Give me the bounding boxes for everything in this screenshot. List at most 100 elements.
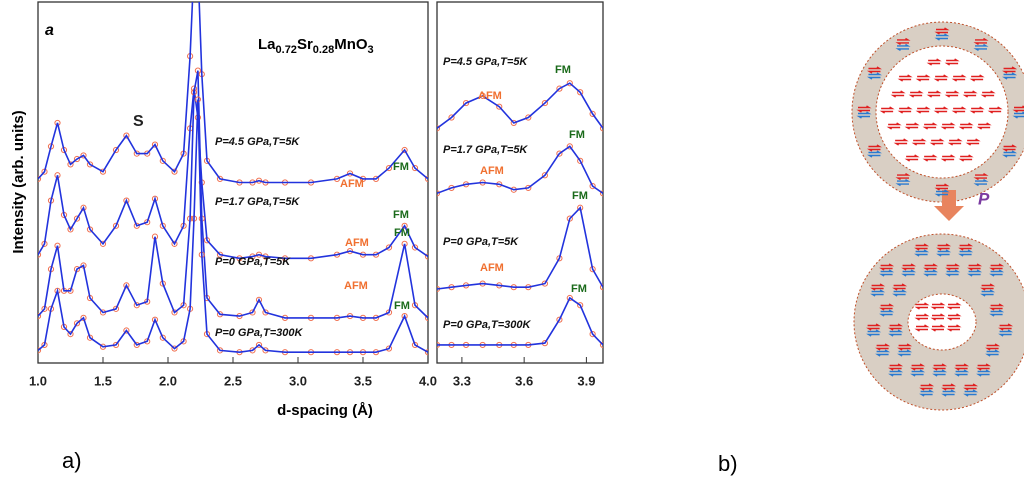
x-axis-label: d-spacing (Å) [277,402,373,419]
spin-arrow [969,106,985,114]
spin-arrow [895,43,911,52]
data-point [411,244,419,251]
fit-line [437,206,603,290]
spin-arrow [1002,72,1018,80]
spin-arrow [922,154,938,162]
data-point [599,284,603,291]
data-point [171,345,178,352]
x-tick-label: 3.0 [289,373,307,388]
spin-arrow [879,269,895,277]
inner-core [907,293,977,351]
data-point [123,197,130,204]
fit-line [437,145,603,195]
spin-arrow [923,269,939,277]
spin-arrow [989,303,1005,311]
data-point [462,99,470,107]
spin-arrow [856,111,872,119]
data-point [599,190,603,197]
spin-arrow [941,389,957,397]
annotation: AFM [344,280,368,292]
spin-arrow [934,183,950,191]
fit-line [38,99,428,354]
data-point [556,85,563,92]
spin-arrow [879,303,895,311]
x-tick-label: 3.6 [515,373,533,388]
data-point [123,132,130,139]
spin-arrow [866,323,882,331]
data-point [67,161,74,168]
plot-frame [436,1,604,364]
spin-arrow [870,283,886,291]
spin-arrow [875,349,891,357]
spin-arrow [946,302,962,310]
spin-arrow [987,106,1003,114]
spin-arrow [947,138,963,146]
data-point [38,251,42,258]
annotation: AFM [478,90,502,102]
spin-arrow [1012,105,1024,113]
data-point [171,309,178,316]
spin-arrow [1012,111,1024,119]
data-point [401,312,408,320]
fit-line [38,88,428,260]
data-point [171,240,178,247]
x-tick-label: 2.5 [224,373,242,388]
annotation: FM [571,283,587,295]
spin-arrow [998,329,1014,337]
fit-line [38,70,428,319]
spin-arrow [967,263,983,271]
annotation: AFM [340,178,364,190]
spin-arrow [930,302,946,310]
data-point [411,164,419,172]
spin-arrow [914,324,930,332]
annotation: FM [393,209,409,221]
data-point [385,244,393,251]
curve-label: P=4.5 GPa,T=5K [215,136,300,148]
data-point [448,114,455,121]
data-point [133,302,140,309]
spin-arrow [888,363,904,371]
annotation: FM [555,64,571,76]
data-point [67,226,74,233]
data-point [577,302,584,309]
spin-arrow [980,289,996,297]
spin-arrow [919,383,935,391]
data-point [401,146,408,154]
spin-arrow [940,122,956,130]
annotation: FM [393,161,409,173]
pressure-diagram: P [851,21,1024,411]
spin-arrow [879,106,895,114]
data-point [525,114,532,121]
data-point [99,168,107,175]
spin-arrow [886,122,902,130]
spin-arrow [901,263,917,271]
annotation: FM [569,129,585,141]
spin-arrow [967,269,983,277]
data-point [541,172,549,179]
data-point [424,253,428,260]
spin-arrow [897,349,913,357]
data-point [123,327,130,334]
spin-arrow [893,138,909,146]
spin-arrow [940,154,956,162]
spin-arrow [934,189,950,197]
spin-arrow [933,74,949,82]
spin-arrow [888,329,904,337]
spin-arrow [976,122,992,130]
data-point [144,338,151,345]
spin-arrow [895,172,911,181]
plot-area [38,2,428,356]
spin-arrow [915,106,931,114]
spin-arrow [973,37,989,46]
data-point [255,341,263,349]
spin-arrow [936,243,952,251]
spin-arrow [945,263,961,271]
data-point [566,143,573,150]
spin-arrow [910,363,926,371]
data-point [73,215,81,222]
annotation: AFM [480,165,504,177]
data-point [73,155,81,163]
data-point [556,150,563,157]
data-point [424,349,428,356]
